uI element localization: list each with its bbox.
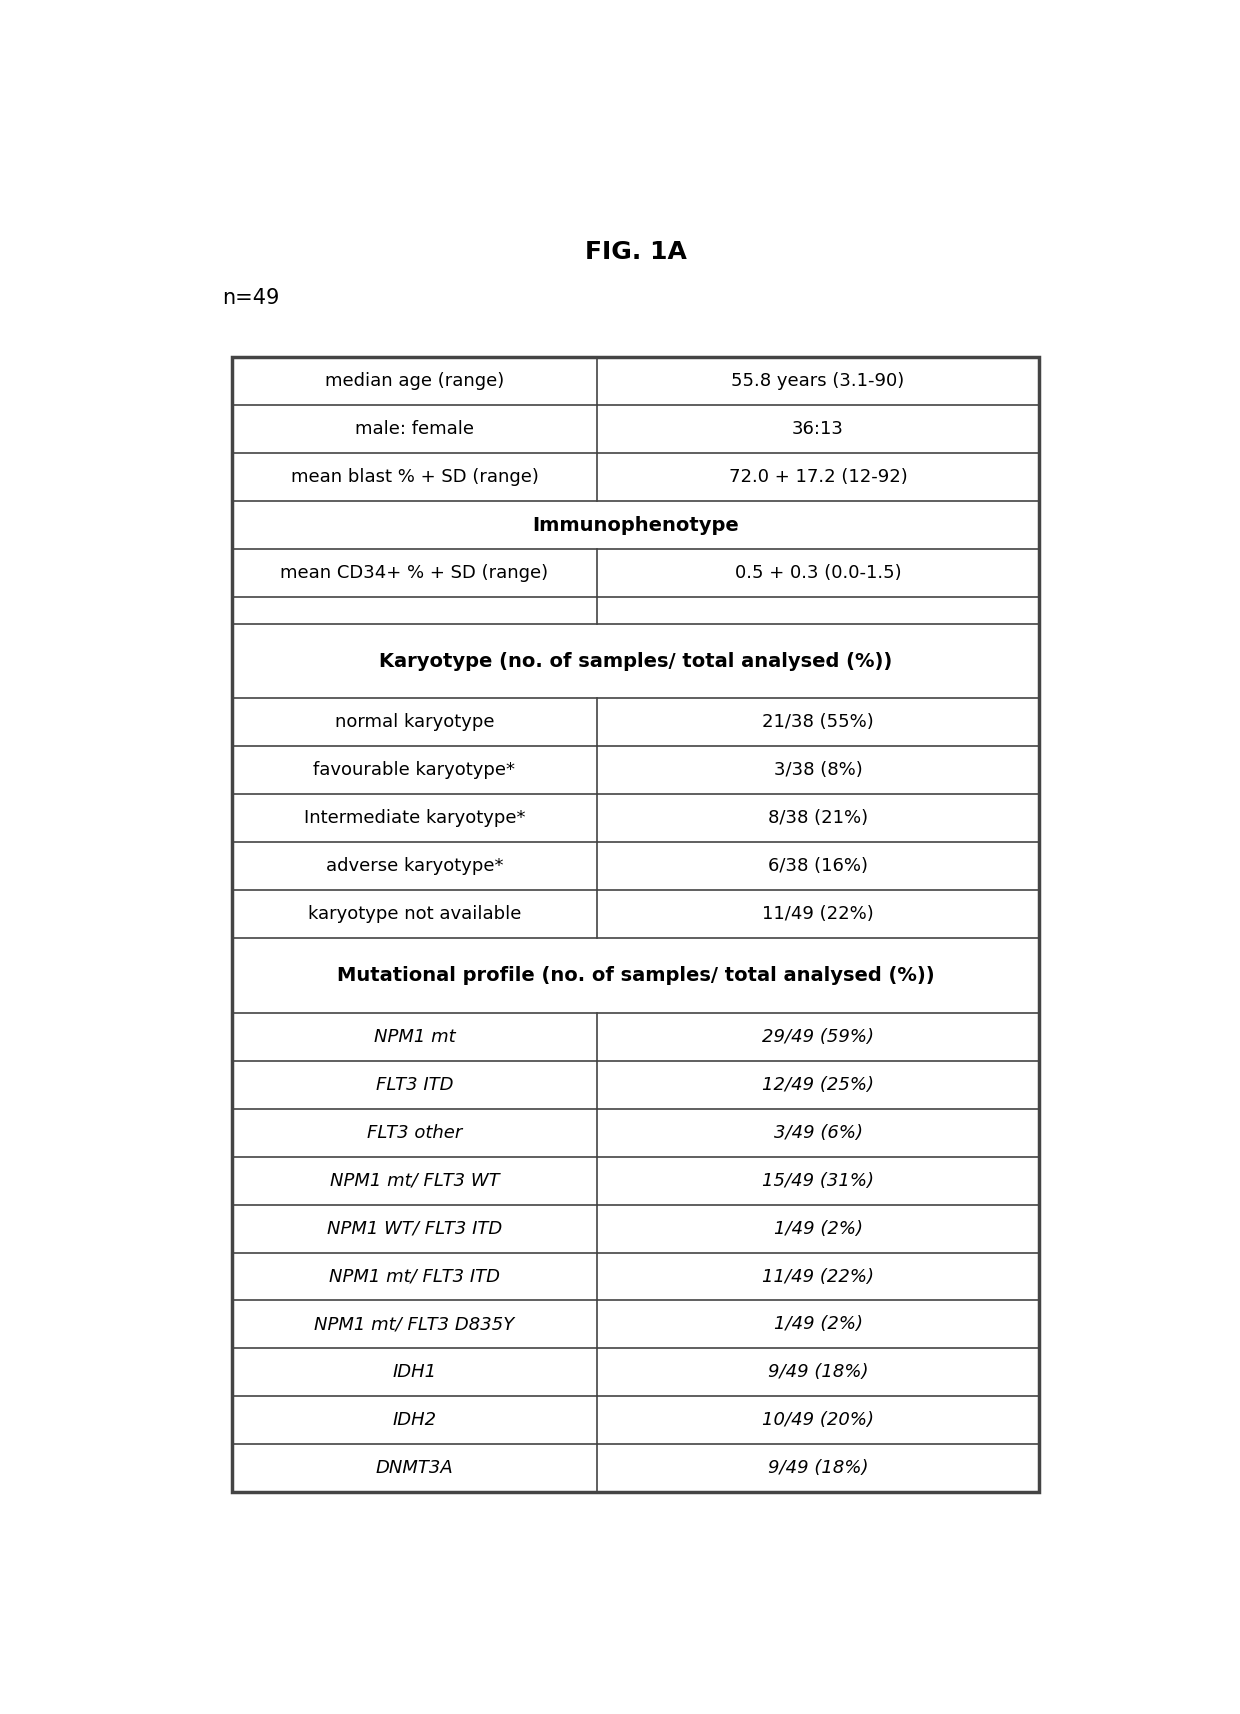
Text: 1/49 (2%): 1/49 (2%) <box>774 1219 863 1238</box>
Text: 12/49 (25%): 12/49 (25%) <box>763 1075 874 1094</box>
Text: 11/49 (22%): 11/49 (22%) <box>763 1267 874 1286</box>
Text: 0.5 + 0.3 (0.0-1.5): 0.5 + 0.3 (0.0-1.5) <box>735 564 901 583</box>
Text: 36:13: 36:13 <box>792 420 844 439</box>
Text: NPM1 mt/ FLT3 WT: NPM1 mt/ FLT3 WT <box>330 1171 500 1190</box>
Text: 10/49 (20%): 10/49 (20%) <box>763 1411 874 1429</box>
Text: FIG. 1A: FIG. 1A <box>584 240 687 264</box>
Text: 1/49 (2%): 1/49 (2%) <box>774 1315 863 1333</box>
Text: n=49: n=49 <box>222 288 280 309</box>
Text: DNMT3A: DNMT3A <box>376 1459 454 1477</box>
Text: 9/49 (18%): 9/49 (18%) <box>768 1363 868 1381</box>
Text: mean blast % + SD (range): mean blast % + SD (range) <box>290 468 538 487</box>
Text: 55.8 years (3.1-90): 55.8 years (3.1-90) <box>732 372 905 391</box>
Text: NPM1 WT/ FLT3 ITD: NPM1 WT/ FLT3 ITD <box>327 1219 502 1238</box>
Text: Mutational profile (no. of samples/ total analysed (%)): Mutational profile (no. of samples/ tota… <box>337 967 934 986</box>
Text: adverse karyotype*: adverse karyotype* <box>326 857 503 876</box>
Text: Karyotype (no. of samples/ total analysed (%)): Karyotype (no. of samples/ total analyse… <box>379 651 892 670</box>
Text: Intermediate karyotype*: Intermediate karyotype* <box>304 809 526 828</box>
Text: karyotype not available: karyotype not available <box>308 905 521 924</box>
Text: 11/49 (22%): 11/49 (22%) <box>763 905 874 924</box>
Text: 8/38 (21%): 8/38 (21%) <box>768 809 868 828</box>
Text: median age (range): median age (range) <box>325 372 505 391</box>
Text: favourable karyotype*: favourable karyotype* <box>314 761 516 780</box>
Text: 15/49 (31%): 15/49 (31%) <box>763 1171 874 1190</box>
Text: 72.0 + 17.2 (12-92): 72.0 + 17.2 (12-92) <box>729 468 908 487</box>
Text: male: female: male: female <box>355 420 474 439</box>
Text: 29/49 (59%): 29/49 (59%) <box>763 1027 874 1046</box>
Text: normal karyotype: normal karyotype <box>335 713 495 732</box>
Text: FLT3 ITD: FLT3 ITD <box>376 1075 454 1094</box>
Text: NPM1 mt: NPM1 mt <box>373 1027 455 1046</box>
Text: FLT3 other: FLT3 other <box>367 1123 463 1142</box>
Text: 3/38 (8%): 3/38 (8%) <box>774 761 863 780</box>
Bar <box>232 358 1039 1493</box>
Text: 6/38 (16%): 6/38 (16%) <box>768 857 868 876</box>
Text: 21/38 (55%): 21/38 (55%) <box>763 713 874 732</box>
Text: mean CD34+ % + SD (range): mean CD34+ % + SD (range) <box>280 564 548 583</box>
Text: NPM1 mt/ FLT3 ITD: NPM1 mt/ FLT3 ITD <box>329 1267 500 1286</box>
Text: IDH2: IDH2 <box>392 1411 436 1429</box>
Text: NPM1 mt/ FLT3 D835Y: NPM1 mt/ FLT3 D835Y <box>315 1315 515 1333</box>
Text: Immunophenotype: Immunophenotype <box>532 516 739 535</box>
Text: 3/49 (6%): 3/49 (6%) <box>774 1123 863 1142</box>
Text: 9/49 (18%): 9/49 (18%) <box>768 1459 868 1477</box>
Text: IDH1: IDH1 <box>392 1363 436 1381</box>
